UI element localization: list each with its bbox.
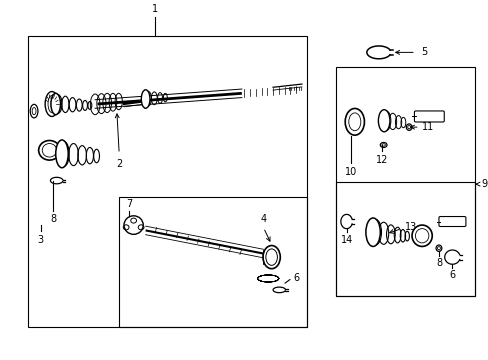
Text: 12: 12 <box>375 155 387 165</box>
Text: 14: 14 <box>340 235 352 245</box>
Text: 8: 8 <box>435 258 441 268</box>
Ellipse shape <box>56 140 68 168</box>
Text: 13: 13 <box>405 222 417 232</box>
Text: 8: 8 <box>50 215 56 224</box>
Text: 11: 11 <box>421 122 433 132</box>
Text: 1: 1 <box>152 4 158 14</box>
Ellipse shape <box>141 90 150 108</box>
Ellipse shape <box>263 246 280 269</box>
Text: 6: 6 <box>293 274 299 283</box>
Text: 9: 9 <box>480 179 487 189</box>
Ellipse shape <box>30 104 38 118</box>
Bar <box>119 197 306 327</box>
Bar <box>335 67 474 296</box>
Ellipse shape <box>45 91 59 117</box>
Text: 5: 5 <box>420 48 426 57</box>
Bar <box>335 183 474 296</box>
Text: 7: 7 <box>125 199 132 209</box>
Bar <box>28 36 306 327</box>
Text: 3: 3 <box>38 235 44 245</box>
Ellipse shape <box>365 218 380 247</box>
Text: 10: 10 <box>345 167 357 177</box>
Text: 4: 4 <box>260 214 266 224</box>
Text: 6: 6 <box>448 270 454 280</box>
Ellipse shape <box>51 93 61 115</box>
Text: 2: 2 <box>116 159 122 169</box>
Ellipse shape <box>378 110 389 132</box>
